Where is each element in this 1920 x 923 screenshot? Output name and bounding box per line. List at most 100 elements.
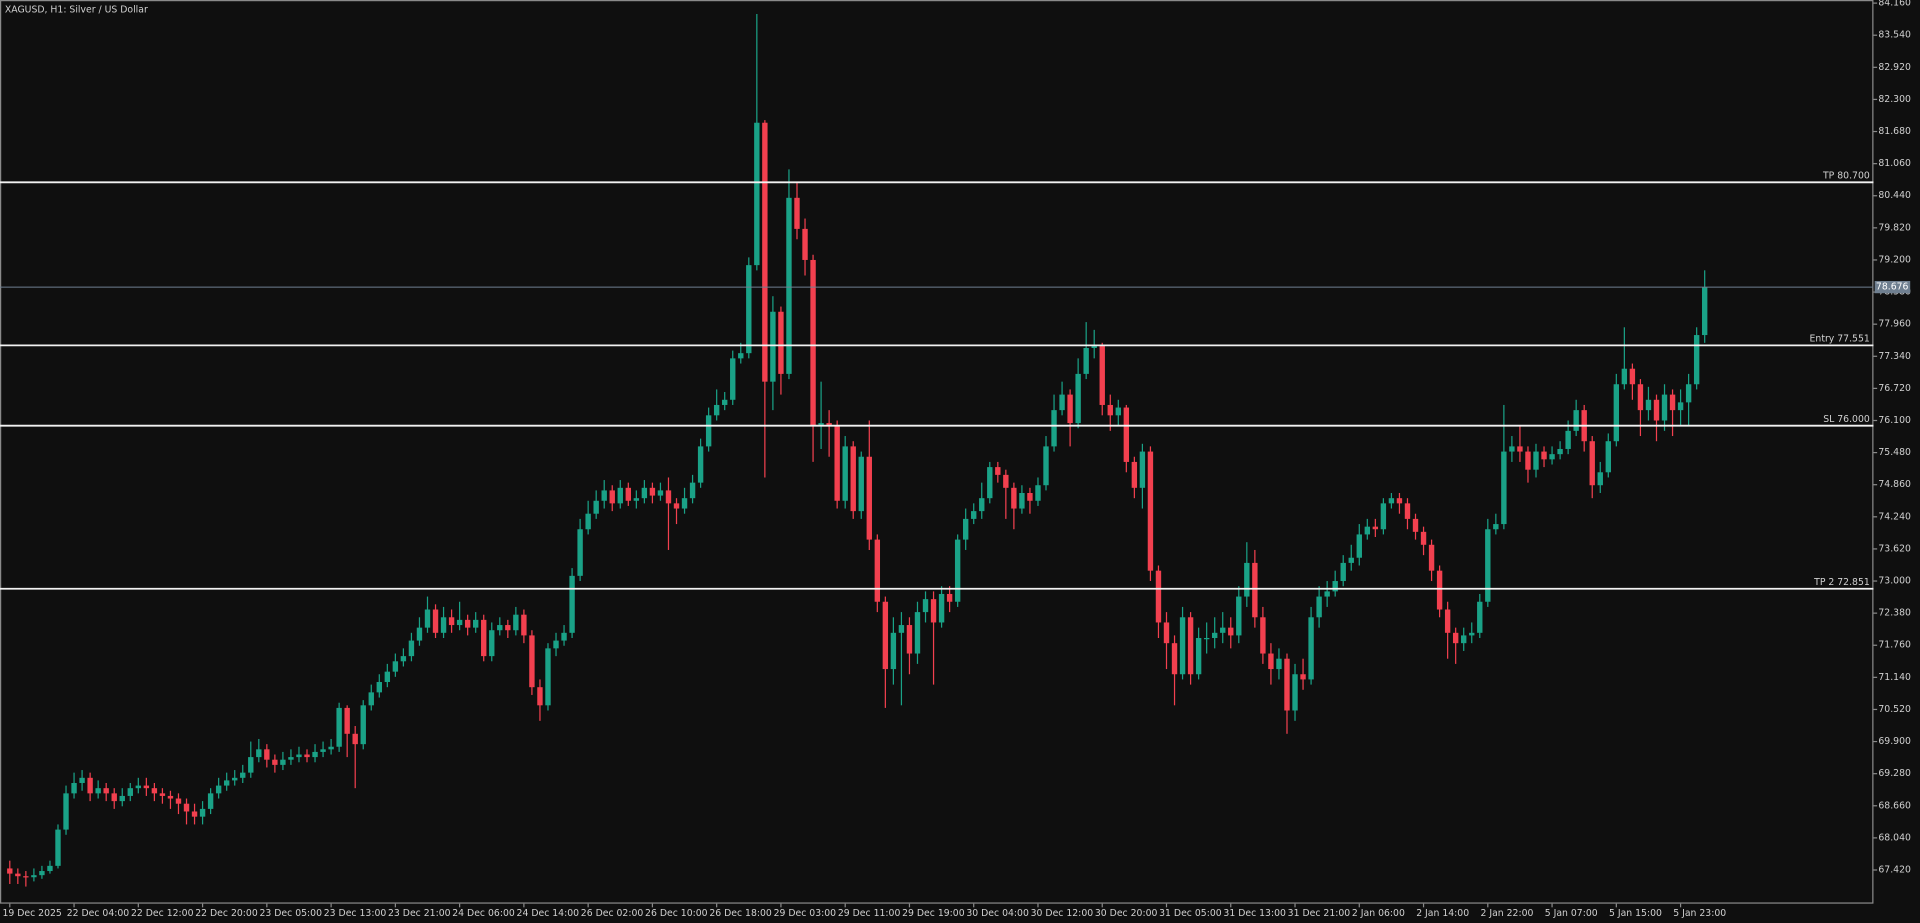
candle-body <box>304 754 310 758</box>
candle-body <box>585 513 591 530</box>
candle-body <box>922 599 929 613</box>
candle-body <box>1685 384 1692 403</box>
candle-body <box>1139 451 1146 488</box>
candle-body <box>1701 287 1708 336</box>
candle-body <box>312 751 318 758</box>
candle-body <box>119 795 125 802</box>
candle-body <box>1260 617 1266 654</box>
y-tick-label: 68.660 <box>1878 800 1911 811</box>
x-tick-label: 24 Dec 06:00 <box>452 908 515 919</box>
candle-body <box>681 498 688 509</box>
candle-body <box>1083 347 1089 374</box>
candle-body <box>456 619 463 626</box>
candle-body <box>1276 658 1282 670</box>
candle-body <box>336 707 342 747</box>
candle-body <box>384 671 391 683</box>
y-tick-label: 74.860 <box>1878 479 1911 490</box>
candle-body <box>1212 632 1218 638</box>
candle-body <box>1195 637 1202 675</box>
candle-body <box>296 754 302 758</box>
candle-body <box>1019 492 1025 509</box>
candle-body <box>31 875 37 878</box>
candle-body <box>649 487 656 496</box>
candle-body <box>1404 503 1411 519</box>
candle-body <box>1549 454 1555 460</box>
candle-body <box>722 399 728 405</box>
y-tick-label: 81.060 <box>1878 158 1911 169</box>
candle-body <box>842 446 848 501</box>
candle-body <box>1637 384 1644 411</box>
candle-body <box>23 876 29 878</box>
x-tick-label: 5 Jan 23:00 <box>1673 908 1726 919</box>
candle-body <box>906 625 913 654</box>
candle-body <box>232 777 238 781</box>
candle-body <box>1011 487 1017 509</box>
candle-body <box>946 593 953 602</box>
x-tick-label: 19 Dec 2025 <box>2 908 61 919</box>
candle-body <box>1075 373 1081 424</box>
candle-body <box>448 617 455 626</box>
x-tick-label: 2 Jan 06:00 <box>1352 908 1405 919</box>
candle-body <box>826 423 832 426</box>
candle-body <box>738 353 744 359</box>
candle-body <box>183 803 190 812</box>
candle-body <box>1436 570 1443 610</box>
candle-body <box>962 518 969 540</box>
candle-body <box>633 498 640 501</box>
candle-body <box>1356 534 1362 558</box>
candle-body <box>713 404 720 416</box>
candle-body <box>135 785 142 789</box>
y-tick-label: 69.280 <box>1878 768 1911 779</box>
candle-body <box>1179 617 1186 675</box>
candle-body <box>1541 451 1547 460</box>
candle-body <box>1163 622 1170 644</box>
y-tick-label: 71.760 <box>1878 640 1911 651</box>
candle-body <box>890 632 897 670</box>
candle-body <box>15 873 21 877</box>
y-tick-label: 82.300 <box>1878 94 1911 105</box>
x-tick-label: 30 Dec 20:00 <box>1095 908 1158 919</box>
candle-body <box>1324 591 1330 597</box>
candle-body <box>1268 653 1274 670</box>
y-tick-label: 71.140 <box>1878 672 1911 683</box>
candle-body <box>882 601 889 670</box>
candle-body <box>1428 544 1435 571</box>
candle-body <box>1444 609 1451 633</box>
candle-body <box>1147 451 1154 571</box>
candle-body <box>280 759 286 765</box>
x-tick-label: 31 Dec 05:00 <box>1159 908 1222 919</box>
x-tick-label: 26 Dec 18:00 <box>709 908 772 919</box>
candle-body <box>609 490 615 504</box>
candle-body <box>1348 557 1354 563</box>
x-tick-label: 23 Dec 05:00 <box>259 908 322 919</box>
level-label: Entry 77.551 <box>1810 334 1870 345</box>
x-tick-label: 2 Jan 22:00 <box>1480 908 1533 919</box>
y-tick-label: 73.000 <box>1878 576 1911 587</box>
candle-body <box>730 358 736 400</box>
candle-body <box>1220 627 1226 633</box>
candle-body <box>47 865 53 872</box>
y-tick-label: 67.420 <box>1878 864 1911 875</box>
candle-body <box>1051 410 1057 447</box>
candle-body <box>1300 674 1306 680</box>
level-label: TP 80.700 <box>1822 171 1870 182</box>
candle-body <box>1469 632 1475 636</box>
candle-body <box>1621 368 1628 385</box>
last-price-box <box>1874 280 1911 294</box>
candle-body <box>938 593 945 623</box>
candle-body <box>553 640 559 649</box>
candle-body <box>1677 402 1684 411</box>
y-tick-label: 74.240 <box>1878 511 1911 522</box>
candle-body <box>521 614 527 636</box>
x-tick-label: 22 Dec 12:00 <box>131 908 194 919</box>
candle-body <box>1155 570 1162 623</box>
candle-body <box>545 648 551 706</box>
candle-body <box>95 788 101 794</box>
x-tick-label: 26 Dec 10:00 <box>645 908 708 919</box>
candle-body <box>55 829 61 866</box>
candle-body <box>87 777 93 794</box>
candle-body <box>505 625 511 631</box>
candle-body <box>1035 485 1041 501</box>
